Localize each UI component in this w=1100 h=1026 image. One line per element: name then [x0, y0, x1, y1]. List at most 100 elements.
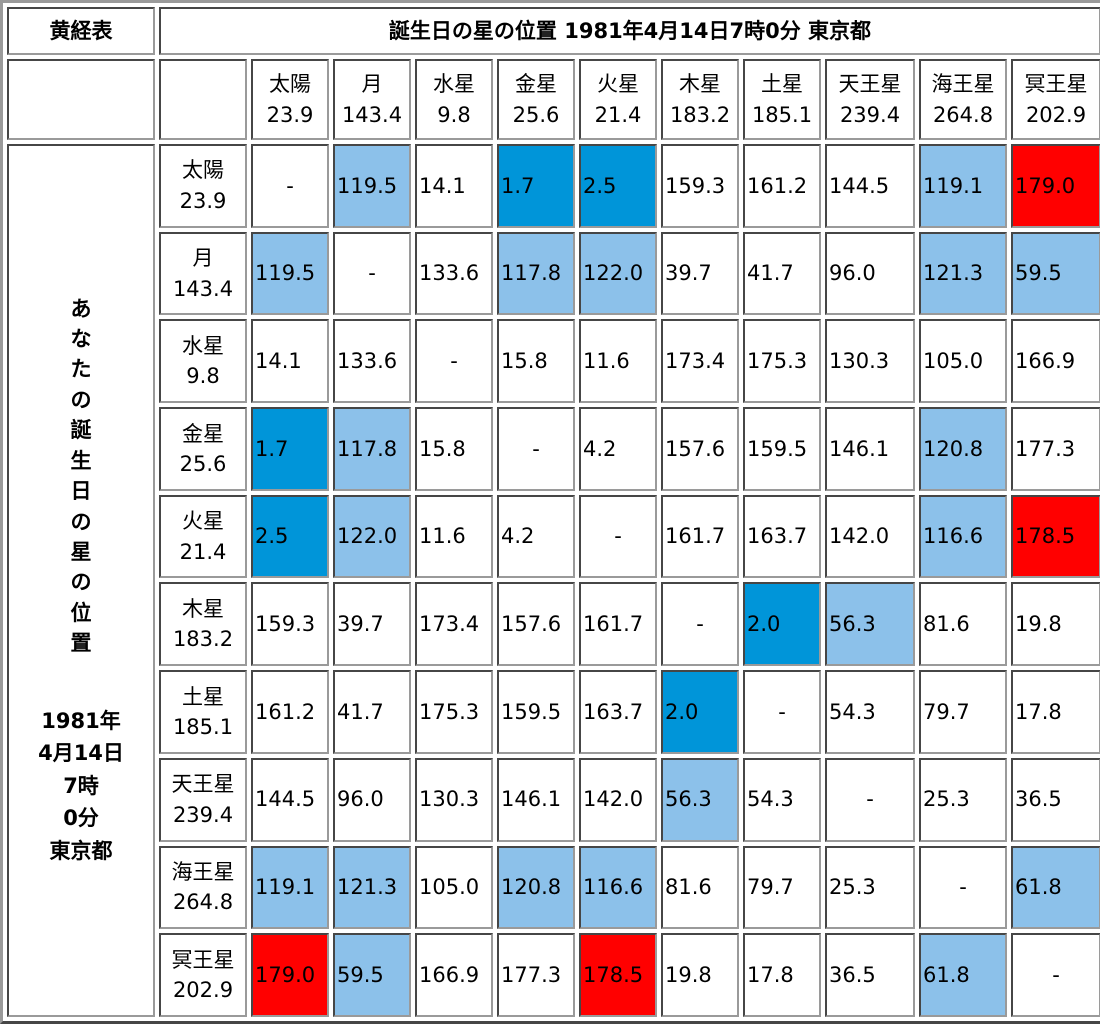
- aspect-cell: 144.5: [825, 144, 915, 228]
- planet-name: 月: [192, 246, 214, 271]
- aspect-cell: 159.3: [661, 144, 739, 228]
- side-label-date-line: 7時: [63, 773, 99, 798]
- side-label-vertical-text: あなたの誕生日の星の位置: [11, 294, 151, 659]
- side-label-char: の: [70, 570, 92, 595]
- aspect-cell: 19.8: [1011, 582, 1100, 667]
- side-label-char: 位: [70, 600, 92, 625]
- aspect-cell-self: -: [1011, 933, 1100, 1017]
- aspect-cell: 2.5: [251, 494, 329, 579]
- empty-corner-cell: [159, 59, 247, 141]
- aspect-cell: 120.8: [919, 407, 1007, 491]
- aspect-cell: 1.7: [251, 407, 329, 491]
- aspect-cell: 178.5: [1011, 494, 1100, 579]
- aspect-cell: 157.6: [661, 407, 739, 491]
- aspect-cell: 142.0: [579, 757, 657, 842]
- column-header-planet: 水星 9.8: [415, 59, 493, 141]
- aspect-cell: 119.1: [251, 845, 329, 930]
- aspect-cell: 61.8: [1011, 845, 1100, 930]
- planet-longitude: 23.9: [179, 188, 227, 213]
- aspect-cell: 59.5: [1011, 231, 1100, 316]
- row-header-planet: 水星 9.8: [159, 319, 247, 404]
- planet-longitude: 25.6: [512, 102, 560, 127]
- aspect-cell: 19.8: [661, 933, 739, 1017]
- aspect-cell: 161.7: [579, 582, 657, 667]
- aspect-cell: 39.7: [661, 231, 739, 316]
- planet-name: 太陽: [269, 72, 311, 97]
- side-label-date-line: 0分: [63, 806, 99, 831]
- row-header-planet: 海王星 264.8: [159, 845, 247, 930]
- aspect-cell: 159.3: [251, 582, 329, 667]
- planet-longitude: 9.8: [437, 102, 471, 127]
- aspect-cell: 119.5: [333, 144, 411, 228]
- row-header-planet: 冥王星 202.9: [159, 933, 247, 1017]
- aspect-cell: 11.6: [579, 319, 657, 404]
- aspect-cell: 173.4: [415, 582, 493, 667]
- aspect-cell: 178.5: [579, 933, 657, 1017]
- planet-longitude: 23.9: [266, 102, 314, 127]
- planet-longitude: 264.8: [172, 890, 234, 915]
- aspect-cell: 14.1: [415, 144, 493, 228]
- side-label-char: な: [70, 326, 92, 351]
- aspect-cell: 17.8: [1011, 670, 1100, 754]
- aspect-cell: 179.0: [251, 933, 329, 1017]
- planet-longitude: 239.4: [172, 802, 234, 827]
- aspect-cell: 96.0: [825, 231, 915, 316]
- row-header-planet: 火星 21.4: [159, 494, 247, 579]
- table-row: 天王星 239.4 144.5 96.0 130.3 146.1 142.0 56.3 54.3…: [7, 757, 1100, 842]
- aspect-cell: 25.3: [919, 757, 1007, 842]
- table-row: 月 143.4 119.5-133.6 117.8 122.0 39.7 41.7 96.0 1…: [7, 231, 1100, 316]
- aspect-cell: 161.2: [251, 670, 329, 754]
- side-label-date-line: 東京都: [49, 838, 113, 863]
- aspect-cell: 36.5: [825, 933, 915, 1017]
- row-header-planet: 月 143.4: [159, 231, 247, 316]
- aspect-cell: 142.0: [825, 494, 915, 579]
- aspect-cell-self: -: [415, 319, 493, 404]
- aspect-cell: 15.8: [497, 319, 575, 404]
- aspect-cell: 144.5: [251, 757, 329, 842]
- column-header-planet: 火星 21.4: [579, 59, 657, 141]
- empty-corner-cell: [7, 59, 155, 141]
- column-header-planet: 木星 183.2: [661, 59, 739, 141]
- planet-name: 土星: [182, 684, 224, 709]
- row-header-planet: 金星 25.6: [159, 407, 247, 491]
- aspect-cell: 2.0: [743, 582, 821, 667]
- aspect-cell: 1.7: [497, 144, 575, 228]
- side-label-date-line: 4月14日: [38, 741, 124, 766]
- aspect-cell: 161.2: [743, 144, 821, 228]
- aspect-cell-self: -: [497, 407, 575, 491]
- aspect-cell: 25.3: [825, 845, 915, 930]
- aspect-cell: 117.8: [333, 407, 411, 491]
- aspect-cell: 130.3: [825, 319, 915, 404]
- planet-name: 水星: [182, 333, 224, 358]
- planet-name: 金星: [182, 421, 224, 446]
- side-label-char: 日: [70, 479, 92, 504]
- aspect-cell: 41.7: [743, 231, 821, 316]
- row-header-planet: 木星 183.2: [159, 582, 247, 667]
- side-label-gap: [11, 659, 151, 705]
- row-header-planet: 天王星 239.4: [159, 757, 247, 842]
- aspect-cell: 41.7: [333, 670, 411, 754]
- aspect-cell-self: -: [919, 845, 1007, 930]
- aspect-cell: 11.6: [415, 494, 493, 579]
- planet-longitude: 21.4: [594, 102, 642, 127]
- planet-longitude: 25.6: [179, 451, 227, 476]
- aspect-cell: 116.6: [919, 494, 1007, 579]
- side-label-char: の: [70, 509, 92, 534]
- aspect-cell: 96.0: [333, 757, 411, 842]
- planet-longitude: 143.4: [172, 276, 234, 301]
- planet-longitude: 239.4: [839, 102, 901, 127]
- planet-longitude: 143.4: [341, 102, 403, 127]
- side-label-char: 誕: [70, 418, 92, 443]
- column-header-planet: 天王星 239.4: [825, 59, 915, 141]
- aspect-cell: 119.1: [919, 144, 1007, 228]
- column-header-planet: 冥王星 202.9: [1011, 59, 1100, 141]
- aspect-cell: 116.6: [579, 845, 657, 930]
- aspect-cell: 166.9: [1011, 319, 1100, 404]
- table-row: あなたの誕生日の星の位置 1981年 4月14日 7時 0分 東京都 太陽 23.9-119.…: [7, 144, 1100, 1017]
- aspect-cell: 177.3: [497, 933, 575, 1017]
- planet-name: 火星: [597, 72, 639, 97]
- aspect-cell: 177.3: [1011, 407, 1100, 491]
- aspect-cell: 14.1: [251, 319, 329, 404]
- side-label-date-line: 1981年: [41, 708, 121, 733]
